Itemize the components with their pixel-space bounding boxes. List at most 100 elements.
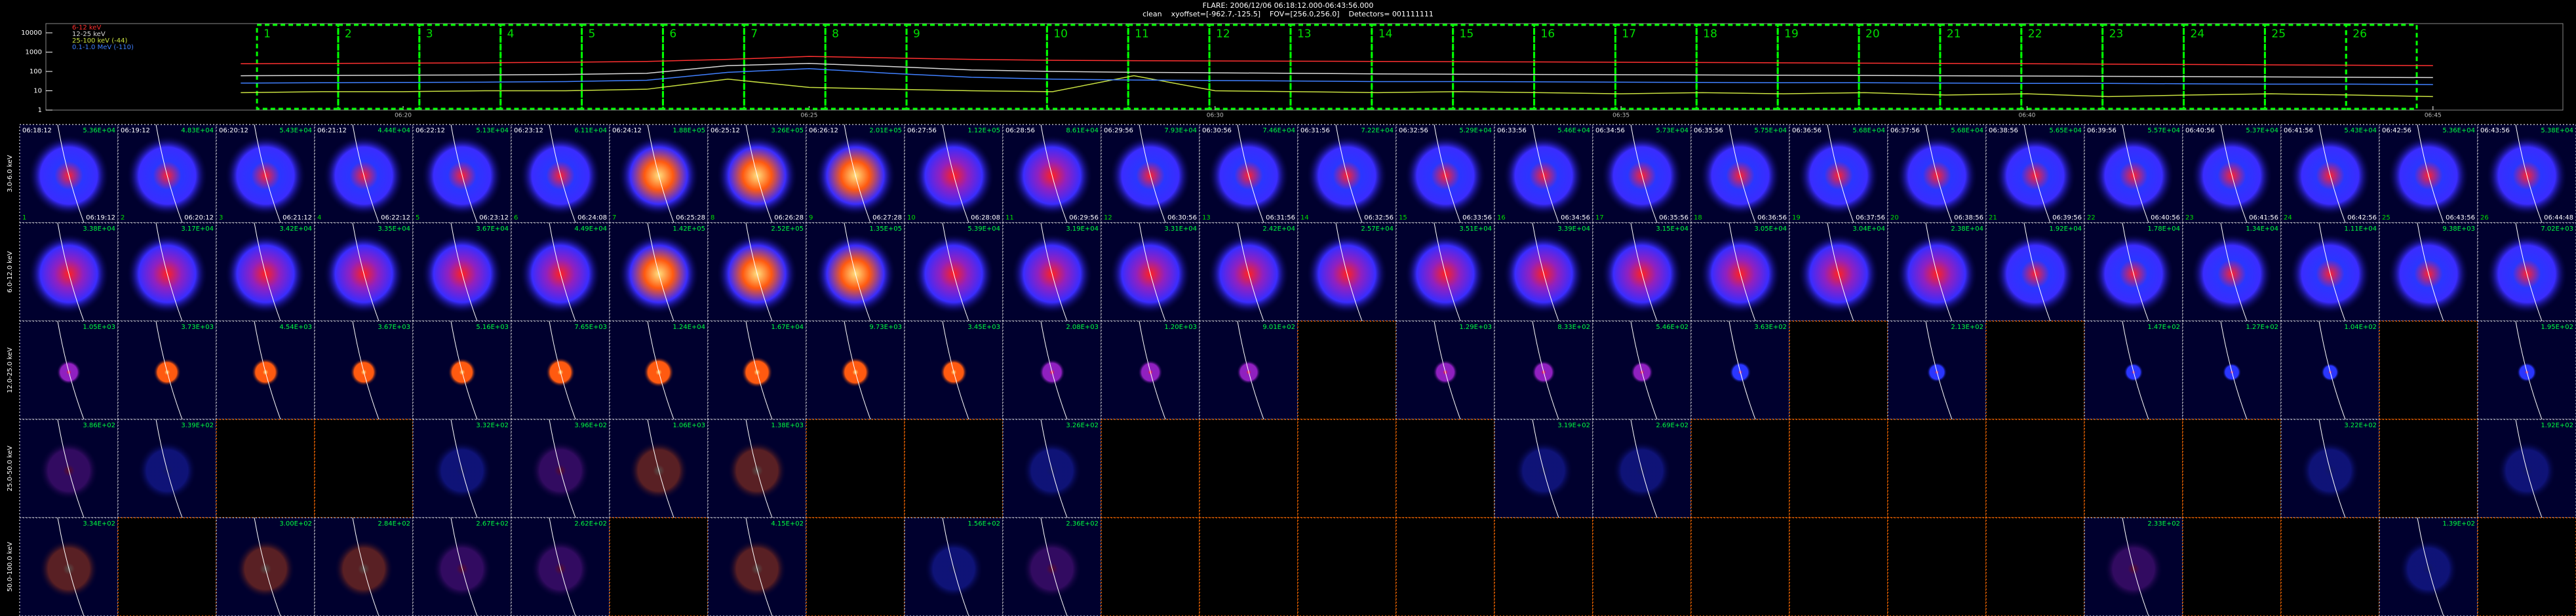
solar-limb bbox=[745, 222, 773, 322]
interval-box bbox=[661, 24, 745, 110]
legend-entry: 6-12 keV bbox=[72, 24, 101, 31]
solar-limb bbox=[1237, 222, 1264, 322]
image-cell: 2.42E+04 bbox=[1199, 222, 1298, 322]
empty-image bbox=[1789, 320, 1888, 420]
image-cell: 8.61E+04 bbox=[1002, 124, 1102, 223]
interval-number: 17 bbox=[1595, 214, 1604, 221]
end-time: 06:44:48 bbox=[2544, 214, 2573, 221]
flux-label: 1.56E+02 bbox=[967, 520, 1000, 528]
x-tick-label: 06:35 bbox=[1612, 113, 1630, 119]
end-time: 06:42:56 bbox=[2347, 214, 2377, 221]
image-cell bbox=[1985, 517, 2085, 616]
solar-limb bbox=[450, 320, 478, 420]
interval-label: 15 bbox=[1460, 28, 1474, 41]
image-cell bbox=[2379, 320, 2478, 420]
empty-image bbox=[609, 517, 709, 616]
solar-limb bbox=[1040, 419, 1068, 518]
image-cell: 3.15E+04 bbox=[1592, 222, 1692, 322]
solar-limb bbox=[549, 124, 576, 223]
interval-label: 13 bbox=[1297, 28, 1312, 41]
image-cell bbox=[117, 517, 217, 616]
image-cell: 1.67E+04 bbox=[707, 320, 807, 420]
image-cell: 9.73E+03 bbox=[806, 320, 905, 420]
image-cell bbox=[806, 517, 905, 616]
interval-label: 3 bbox=[426, 28, 433, 41]
image-cell: 3.32E+02 bbox=[412, 419, 512, 518]
image-cell: 1.34E+04 bbox=[2182, 222, 2282, 322]
flux-label: 2.33E+02 bbox=[2147, 520, 2180, 528]
image-cell: 4.83E+04 bbox=[117, 124, 217, 223]
flux-label: 2.67E+02 bbox=[476, 520, 509, 528]
flux-label: 5.36E+04 bbox=[2442, 127, 2475, 134]
interval-box bbox=[1371, 24, 1454, 110]
flux-label: 1.12E+05 bbox=[967, 127, 1000, 134]
interval-box bbox=[1695, 24, 1779, 110]
solar-limb bbox=[57, 222, 85, 322]
flux-label: 7.46E+04 bbox=[1262, 127, 1295, 134]
image-cell: 2.57E+04 bbox=[1297, 222, 1397, 322]
flux-label: 5.38E+04 bbox=[2541, 127, 2573, 134]
start-time: 06:34:56 bbox=[1595, 127, 1625, 134]
image-cell: 3.17E+04 bbox=[117, 222, 217, 322]
y-tick-label: 10 bbox=[33, 88, 42, 95]
series-line bbox=[241, 67, 2433, 85]
empty-image bbox=[1985, 517, 2085, 616]
interval-box bbox=[1452, 24, 1536, 110]
image-cell: 8.33E+02 bbox=[1494, 320, 1593, 420]
solar-limb bbox=[1728, 320, 1756, 420]
solar-limb bbox=[57, 320, 85, 420]
flux-label: 1.29E+03 bbox=[1459, 324, 1492, 331]
image-cell: 4.49E+04 bbox=[511, 222, 610, 322]
flux-label: 3.45E+03 bbox=[967, 324, 1000, 331]
interval-number: 8 bbox=[711, 214, 714, 221]
start-time: 06:43:56 bbox=[2480, 127, 2510, 134]
image-cell: 5.46E+02 bbox=[1592, 320, 1692, 420]
end-time: 06:20:12 bbox=[184, 214, 214, 221]
image-cell: 1.35E+05 bbox=[806, 222, 905, 322]
interval-box bbox=[499, 24, 583, 110]
end-time: 06:19:12 bbox=[86, 214, 115, 221]
flux-label: 3.67E+04 bbox=[476, 225, 509, 233]
empty-image bbox=[1297, 517, 1397, 616]
interval-number: 4 bbox=[317, 214, 321, 221]
solar-limb bbox=[1335, 124, 1363, 223]
interval-box bbox=[2263, 24, 2347, 110]
start-time: 06:42:56 bbox=[2382, 127, 2411, 134]
flux-label: 1.06E+03 bbox=[673, 422, 705, 429]
flux-label: 3.39E+02 bbox=[181, 422, 214, 429]
image-cell: 3.45E+03 bbox=[904, 320, 1004, 420]
flux-label: 8.61E+04 bbox=[1066, 127, 1099, 134]
solar-limb bbox=[1532, 419, 1559, 518]
flux-label: 1.47E+02 bbox=[2147, 324, 2180, 331]
empty-image bbox=[1101, 517, 1200, 616]
subtitle: clean xyoffset=[-962.7,-125.5] FOV=[256.… bbox=[1142, 10, 1434, 18]
interval-label: 5 bbox=[589, 28, 596, 41]
flux-label: 3.73E+03 bbox=[181, 324, 214, 331]
interval-label: 24 bbox=[2191, 28, 2205, 41]
end-time: 06:40:56 bbox=[2151, 214, 2180, 221]
flux-label: 1.20E+03 bbox=[1164, 324, 1197, 331]
flux-label: 5.65E+04 bbox=[2049, 127, 2082, 134]
solar-limb bbox=[2417, 222, 2444, 322]
solar-limb bbox=[1728, 124, 1756, 223]
interval-number: 9 bbox=[809, 214, 813, 221]
image-cell: 5.68E+04 bbox=[1887, 124, 1987, 223]
solar-limb bbox=[942, 517, 969, 616]
interval-box bbox=[1939, 24, 2023, 110]
image-cell: 5.39E+04 bbox=[904, 222, 1004, 322]
empty-image bbox=[1887, 517, 1987, 616]
image-cell bbox=[1101, 419, 1200, 518]
end-time: 06:37:56 bbox=[1856, 214, 1885, 221]
empty-image bbox=[904, 419, 1004, 518]
solar-limb bbox=[1040, 517, 1068, 616]
solar-limb bbox=[450, 222, 478, 322]
interval-label: 1 bbox=[263, 28, 271, 41]
solar-limb bbox=[1630, 320, 1658, 420]
start-time: 06:29:56 bbox=[1104, 127, 1133, 134]
interval-box bbox=[581, 24, 664, 110]
interval-number: 26 bbox=[2480, 214, 2489, 221]
start-time: 06:23:12 bbox=[514, 127, 543, 134]
solar-limb bbox=[1434, 222, 1461, 322]
flux-label: 3.31E+04 bbox=[1164, 225, 1197, 233]
flux-label: 5.57E+04 bbox=[2147, 127, 2180, 134]
